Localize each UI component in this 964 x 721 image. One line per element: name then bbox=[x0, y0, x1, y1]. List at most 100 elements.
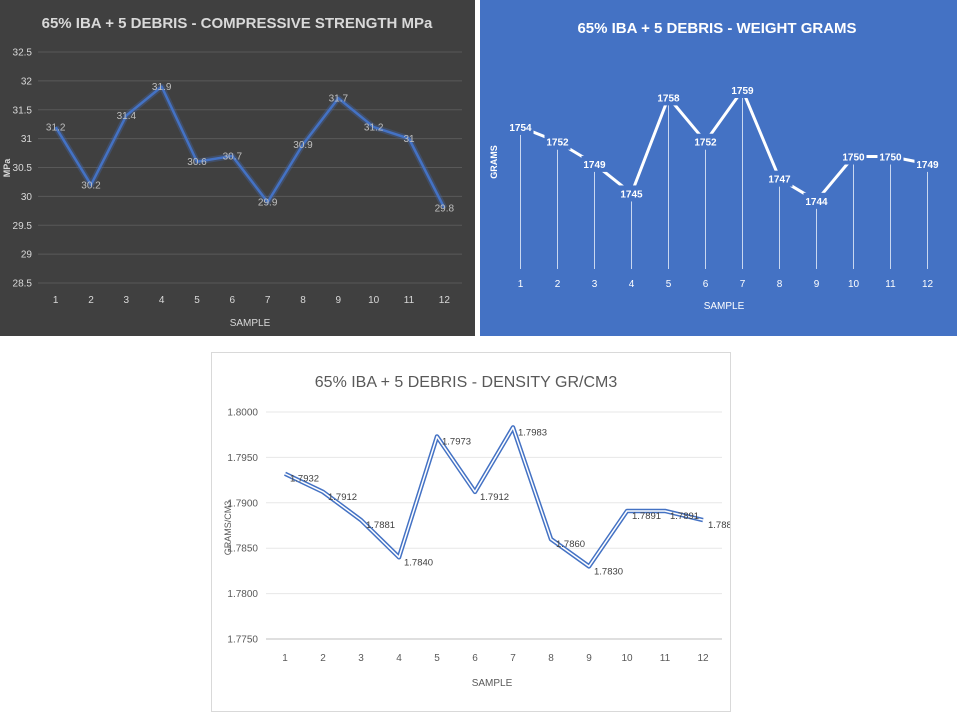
data-label: 1750 bbox=[842, 153, 865, 164]
y-tick-label: 29.5 bbox=[13, 221, 33, 232]
data-label-pad bbox=[803, 192, 830, 209]
y-tick-label: 1.7900 bbox=[227, 498, 258, 509]
data-label: 1.7860 bbox=[556, 539, 585, 550]
density-chart-panel: 65% IBA + 5 DEBRIS - DENSITY GR/CM3 1.775… bbox=[211, 352, 731, 712]
x-tick-label: 5 bbox=[434, 653, 440, 664]
x-axis-label: SAMPLE bbox=[472, 678, 513, 689]
x-tick-label: 8 bbox=[777, 279, 783, 290]
x-tick-label: 1 bbox=[282, 653, 288, 664]
x-axis-label: SAMPLE bbox=[704, 301, 745, 312]
y-tick-label: 28.5 bbox=[13, 279, 33, 290]
data-label: 31.2 bbox=[46, 123, 66, 134]
x-tick-label: 11 bbox=[660, 653, 671, 664]
data-label-pad bbox=[618, 185, 645, 202]
data-label-pad bbox=[877, 148, 904, 165]
x-tick-label: 4 bbox=[396, 653, 402, 664]
y-tick-label: 1.7950 bbox=[227, 453, 258, 464]
data-label: 31.9 bbox=[152, 82, 172, 93]
x-tick-label: 12 bbox=[922, 279, 934, 290]
data-label: 1750 bbox=[879, 153, 902, 164]
data-label: 1747 bbox=[768, 175, 791, 186]
data-label-pad bbox=[840, 148, 867, 165]
data-label: 1.7973 bbox=[442, 437, 471, 448]
y-axis-label: MPa bbox=[2, 158, 12, 178]
data-label: 1749 bbox=[916, 160, 939, 171]
x-tick-label: 11 bbox=[885, 279, 896, 290]
data-label: 31 bbox=[403, 134, 415, 145]
data-label-pad bbox=[766, 170, 793, 187]
x-tick-label: 9 bbox=[814, 279, 820, 290]
y-axis-label: GRAMS bbox=[489, 145, 499, 179]
x-tick-label: 2 bbox=[320, 653, 326, 664]
x-tick-label: 1 bbox=[518, 279, 524, 290]
x-tick-label: 3 bbox=[124, 295, 130, 306]
data-label: 29.9 bbox=[258, 198, 278, 209]
x-tick-label: 12 bbox=[697, 653, 709, 664]
weight-chart-panel: 65% IBA + 5 DEBRIS - WEIGHT GRAMS 1 2 3 4 5 6 7… bbox=[480, 0, 957, 336]
x-tick-label: 3 bbox=[592, 279, 598, 290]
x-tick-label: 6 bbox=[230, 295, 236, 306]
data-label-pad bbox=[729, 82, 756, 98]
x-tick-label: 10 bbox=[848, 279, 860, 290]
x-tick-label: 7 bbox=[510, 653, 516, 664]
data-label: 1.7983 bbox=[518, 427, 547, 438]
x-tick-label: 1 bbox=[53, 295, 59, 306]
x-tick-label: 4 bbox=[159, 295, 165, 306]
data-label: 1752 bbox=[546, 138, 569, 149]
x-tick-label: 2 bbox=[555, 279, 561, 290]
data-label-pad bbox=[692, 133, 719, 150]
data-label: 29.8 bbox=[435, 203, 455, 214]
y-tick-label: 30 bbox=[21, 192, 33, 203]
data-label: 31.7 bbox=[329, 94, 349, 105]
x-tick-label: 2 bbox=[88, 295, 94, 306]
x-tick-label: 7 bbox=[740, 279, 746, 290]
y-tick-label: 31.5 bbox=[13, 105, 33, 116]
series-line-glow bbox=[53, 83, 448, 210]
x-tick-label: 10 bbox=[621, 653, 633, 664]
data-label: 31.2 bbox=[364, 123, 384, 134]
data-label-pad bbox=[507, 118, 534, 135]
x-tick-label: 9 bbox=[336, 295, 342, 306]
data-label: 1758 bbox=[657, 93, 680, 104]
series-line bbox=[54, 85, 446, 209]
data-label: 1.7912 bbox=[480, 492, 509, 503]
density-chart: 65% IBA + 5 DEBRIS - DENSITY GR/CM3 1.775… bbox=[223, 374, 730, 689]
y-axis-label: GRAMS/CM3 bbox=[223, 501, 233, 556]
data-label: 1759 bbox=[731, 86, 754, 97]
data-label: 1.7912 bbox=[328, 492, 357, 503]
x-tick-label: 10 bbox=[368, 295, 380, 306]
data-label: 1.7891 bbox=[670, 511, 699, 522]
y-tick-label: 32 bbox=[21, 76, 33, 87]
x-tick-label: 7 bbox=[265, 295, 271, 306]
x-tick-label: 8 bbox=[300, 295, 306, 306]
x-tick-label: 12 bbox=[439, 295, 451, 306]
y-tick-label: 1.7750 bbox=[227, 635, 258, 646]
y-tick-label: 29 bbox=[21, 250, 33, 261]
x-tick-label: 6 bbox=[703, 279, 709, 290]
series-line-inner bbox=[284, 426, 704, 568]
x-tick-label: 4 bbox=[629, 279, 635, 290]
x-tick-label: 11 bbox=[404, 295, 415, 306]
data-label: 30.9 bbox=[293, 140, 313, 151]
y-tick-label: 1.7850 bbox=[227, 544, 258, 555]
data-label: 1.7881 bbox=[366, 520, 395, 531]
y-tick-label: 31 bbox=[21, 134, 33, 145]
data-label: 1.7932 bbox=[290, 474, 319, 485]
data-label: 31.4 bbox=[117, 111, 137, 122]
x-tick-label: 3 bbox=[358, 653, 364, 664]
y-tick-label: 30.5 bbox=[13, 163, 33, 174]
series-line bbox=[519, 88, 928, 203]
data-label: 1754 bbox=[509, 123, 532, 134]
chart-title: 65% IBA + 5 DEBRIS - COMPRESSIVE STRENGT… bbox=[42, 15, 433, 32]
data-label: 30.7 bbox=[223, 151, 243, 162]
x-tick-label: 5 bbox=[666, 279, 672, 290]
y-tick-label: 1.8000 bbox=[227, 408, 258, 419]
x-axis-label: SAMPLE bbox=[230, 318, 271, 329]
y-tick-label: 1.7800 bbox=[227, 589, 258, 600]
data-label-pad bbox=[655, 89, 682, 106]
data-label: 1.7891 bbox=[632, 511, 661, 522]
chart-title: 65% IBA + 5 DEBRIS - DENSITY GR/CM3 bbox=[315, 374, 618, 391]
strength-chart-panel: 65% IBA + 5 DEBRIS - COMPRESSIVE STRENGT… bbox=[0, 0, 475, 336]
data-label: 30.6 bbox=[187, 157, 207, 168]
data-label: 30.2 bbox=[81, 180, 101, 191]
